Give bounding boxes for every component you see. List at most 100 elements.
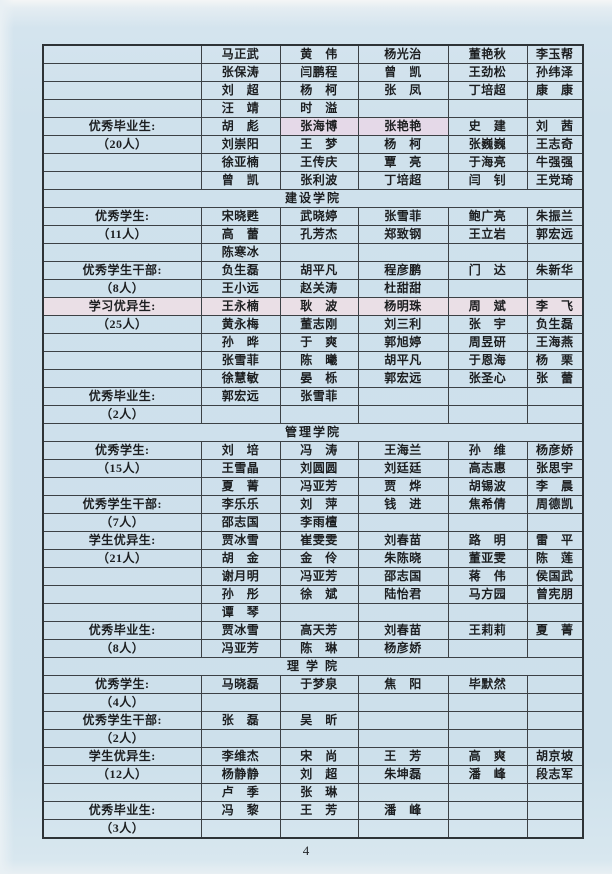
student-name-cell: 杨 柯 [357,135,449,154]
student-name-cell: 冯亚芳 [279,477,359,496]
student-name-cell: 汪 靖 [200,99,281,118]
student-name-cell [357,711,449,730]
student-name-cell: 朱陈晓 [357,549,449,568]
student-name-cell: 马方园 [447,585,528,604]
section-title: 建设学院 [42,189,584,208]
table-row: 优秀毕业生: 冯 黎王 芳潘 峰 [42,801,584,820]
student-name-cell: 刘 萍 [279,495,359,514]
student-name-cell [279,243,359,262]
student-name-cell [200,405,281,424]
student-name-cell: 胡 彪 [200,117,281,136]
student-name-cell [357,783,449,802]
student-name-cell: 康 康 [526,81,584,100]
student-name-cell: 刘 茜 [526,117,584,136]
student-name-cell: 王雪晶 [200,459,281,478]
student-name-cell: 王志奇 [526,135,584,154]
table-row: 谭 琴 [42,603,584,622]
student-name-cell [447,801,528,820]
student-name-cell: 杨 栗 [526,351,584,370]
student-name-cell: 王莉莉 [447,621,528,640]
table-row: （3人） [42,819,584,839]
student-name-cell: 门 达 [447,261,528,280]
student-name-cell: 冯亚芳 [279,567,359,586]
student-name-cell: 焦希倩 [447,495,528,514]
table-row: 优秀学生干部: 负生磊 胡平凡 程彦鹏门 达朱新华 [42,261,584,280]
student-name-cell [447,639,528,658]
student-name-cell: 贾冰雪 [200,621,281,640]
student-name-cell [447,711,528,730]
student-name-cell [357,387,449,406]
table-row: （8人） 王小远 赵关涛 杜甜甜 [42,279,584,298]
student-name-cell: 张 蕾 [526,369,584,388]
student-name-cell [200,819,281,839]
student-name-cell: 刘圆圆 [279,459,359,478]
student-name-cell: 负生磊 [526,315,584,334]
category-label-cell [42,44,202,64]
student-name-cell: 宋晓甦 [200,207,281,226]
table-row: 优秀学生干部: 李乐乐刘 萍钱 进焦希倩 周德凯 [42,495,584,514]
student-name-cell: 胡锡波 [447,477,528,496]
category-label-cell: （3人） [42,819,202,839]
table-row: （2人） [42,405,584,424]
student-name-cell: 张巍巍 [447,135,528,154]
student-name-cell: 耿 波 [279,297,359,316]
student-name-cell: 于海亮 [447,153,528,172]
table-row: 谢月明 冯亚芳 邵志国蒋 伟侯国武 [42,567,584,586]
category-label-cell: 学生优异生: [42,747,202,766]
student-name-cell [526,819,584,839]
student-name-cell: 陈 曦 [279,351,359,370]
student-name-cell [279,693,359,712]
table-row: 学生优异生: 李维杰宋 尚王 芳高 爽胡京坡 [42,747,584,766]
student-name-cell: 贾 烨 [357,477,449,496]
student-name-cell: 王小远 [200,279,281,298]
student-name-cell: 杨 柯 [279,81,359,100]
table-row: 徐亚楠 王传庆覃 亮于海亮 牛强强 [42,153,584,172]
student-name-cell: 钱 进 [357,495,449,514]
student-name-cell [447,729,528,748]
student-name-cell: 张 宇 [447,315,528,334]
student-name-cell: 于梦泉 [279,675,359,694]
student-name-cell [526,279,584,298]
category-label-cell: （2人） [42,729,202,748]
student-name-cell [200,729,281,748]
category-label-cell [42,171,202,190]
table-row: 曾 凯张利波 丁培超闫 钊王党琦 [42,171,584,190]
student-name-cell: 高天芳 [279,621,359,640]
student-name-cell [200,693,281,712]
student-name-cell: 张海博 [279,117,359,136]
category-label-cell [42,243,202,262]
student-name-cell: 张利波 [279,171,359,190]
student-name-cell [357,405,449,424]
table-row: （4人） [42,693,584,712]
student-name-cell: 段志军 [526,765,584,784]
student-name-cell: 张圣心 [447,369,528,388]
student-name-cell: 周德凯 [526,495,584,514]
student-name-cell [526,639,584,658]
student-name-cell: 李 飞 [526,297,584,316]
student-name-cell: 时 溢 [279,99,359,118]
student-name-cell: 高 爽 [447,747,528,766]
student-name-cell: 宋 尚 [279,747,359,766]
student-name-cell: 杨彦娇 [357,639,449,658]
student-name-cell: 毕默然 [447,675,528,694]
student-name-cell: 刘廷廷 [357,459,449,478]
student-name-cell: 徐慧敏 [200,369,281,388]
student-name-cell: 王海燕 [526,333,584,352]
table-row: 学生优异生: 贾冰雪 崔雯雯 刘春苗路 明雷 平 [42,531,584,550]
student-name-cell [447,819,528,839]
table-row: （20人） 刘崇阳王 梦杨 柯张巍巍 王志奇 [42,135,584,154]
student-name-cell: 孙 维 [447,441,528,460]
student-name-cell: 王党琦 [526,171,584,190]
category-label-cell: （15人） [42,459,202,478]
student-name-cell: 郭旭婷 [357,333,449,352]
student-name-cell: 周 斌 [447,297,528,316]
category-label-cell [42,369,202,388]
student-name-cell: 胡 金 [200,549,281,568]
student-name-cell: 陈 莲 [526,549,584,568]
student-name-cell: 吴 昕 [279,711,359,730]
student-name-cell: 胡平凡 [279,261,359,280]
student-name-cell: 张 琳 [279,783,359,802]
category-label-cell: 优秀学生干部: [42,495,202,514]
category-label-cell [42,603,202,622]
page-number: 4 [302,843,310,858]
